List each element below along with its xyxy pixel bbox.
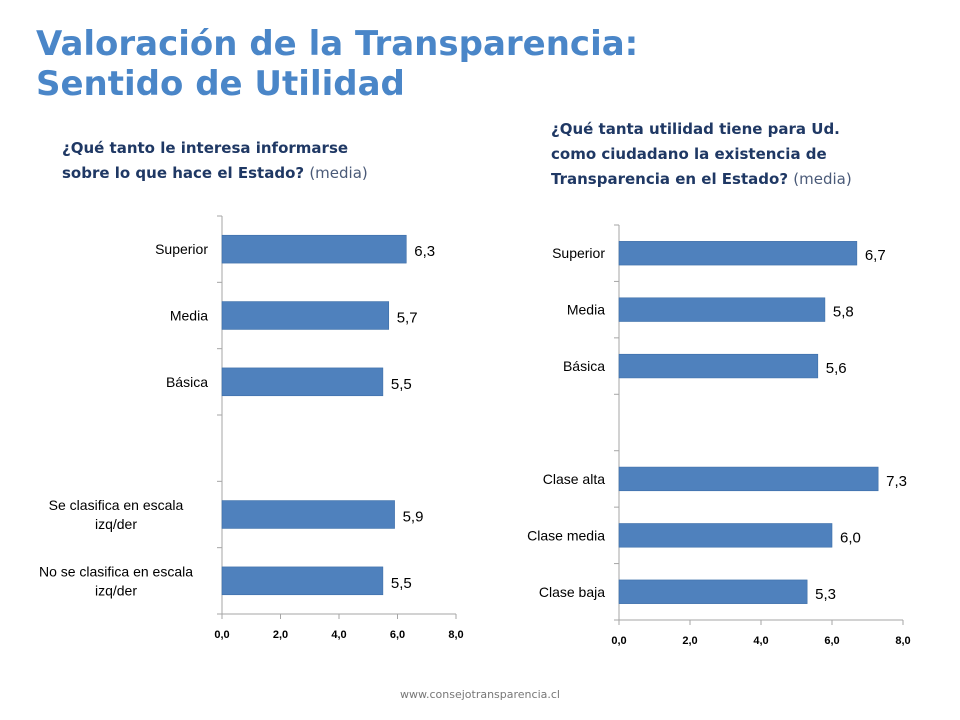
x-tick-label: 6,0: [390, 629, 405, 641]
bar: [618, 579, 808, 604]
bar: [618, 241, 858, 266]
title-line-1: Valoración de la Transparencia:: [36, 24, 639, 64]
left-question-suffix: (media): [309, 164, 368, 182]
x-tick-label: 8,0: [448, 629, 463, 641]
x-tick-label: 6,0: [824, 635, 839, 647]
bar-value-label: 6,0: [840, 529, 861, 546]
bar-value-label: 6,7: [865, 247, 886, 264]
category-label: Media: [170, 308, 208, 324]
category-label: No se clasifica en escala izq/der: [39, 563, 193, 598]
bar: [221, 566, 384, 596]
right-question-text: ¿Qué tanta utilidad tiene para Ud. como …: [551, 120, 840, 188]
left-chart-question: ¿Qué tanto le interesa informarse sobre …: [62, 136, 392, 186]
category-label: Clase baja: [539, 584, 605, 600]
bar: [618, 466, 879, 492]
bar: [618, 297, 826, 322]
category-label: Clase alta: [543, 471, 605, 487]
x-tick-label: 2,0: [682, 635, 697, 647]
bar-value-label: 5,5: [391, 575, 412, 592]
x-tick-label: 8,0: [895, 635, 910, 647]
right-chart-question: ¿Qué tanta utilidad tiene para Ud. como …: [551, 117, 881, 192]
bar: [221, 500, 395, 529]
title-line-2: Sentido de Utilidad: [36, 64, 405, 104]
right-bar-chart: 0,0 2,0 4,0 6,0 8,0 6,7 Superior 5,8 Media 5,6 Bás…: [527, 224, 911, 647]
bar: [221, 367, 384, 397]
x-tick-label: 4,0: [753, 635, 768, 647]
bar: [221, 234, 407, 264]
x-tick-label: 4,0: [331, 629, 346, 641]
category-label: Clase media: [527, 527, 605, 543]
footer-url: www.consejotransparencia.cl: [400, 688, 560, 701]
bar-value-label: 5,6: [826, 360, 847, 377]
bar: [618, 523, 833, 548]
category-label: Superior: [155, 241, 208, 257]
bar-value-label: 5,8: [833, 304, 854, 321]
left-question-text: ¿Qué tanto le interesa informarse sobre …: [62, 139, 349, 182]
category-label: Se clasifica en escala izq/der: [49, 497, 184, 532]
bar-value-label: 7,3: [886, 473, 907, 490]
x-tick-label: 0,0: [611, 635, 626, 647]
bar-value-label: 5,3: [815, 586, 836, 603]
category-label: Básica: [166, 374, 208, 390]
page-title: Valoración de la Transparencia: Sentido …: [36, 24, 638, 104]
right-question-suffix: (media): [793, 170, 852, 188]
bar-value-label: 6,3: [414, 243, 435, 260]
bar-value-label: 5,5: [391, 376, 412, 393]
category-label: Media: [567, 302, 605, 318]
bar: [618, 353, 819, 379]
category-label: Superior: [552, 245, 605, 261]
category-label: Básica: [563, 358, 605, 374]
bar-value-label: 5,9: [403, 509, 424, 526]
x-tick-label: 2,0: [273, 629, 288, 641]
x-tick-label: 0,0: [214, 629, 229, 641]
bar-value-label: 5,7: [397, 310, 418, 327]
bar: [221, 301, 390, 330]
left-bar-chart: 0,0 2,0 4,0 6,0 8,0 6,3 Superior 5,7 Media 5,5 Bás…: [39, 215, 464, 641]
